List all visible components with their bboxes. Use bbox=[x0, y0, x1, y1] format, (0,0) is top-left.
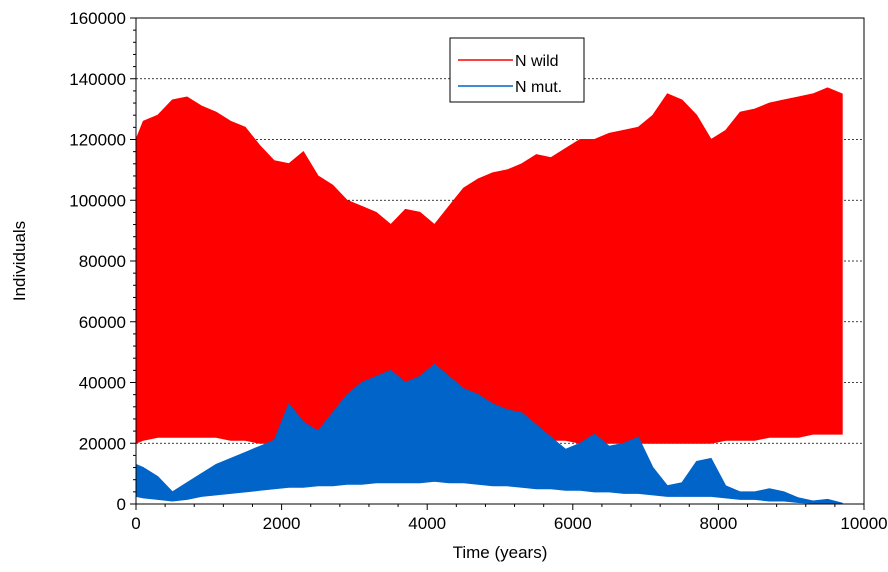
x-axis: 0 2000 4000 6000 8000 10000 bbox=[131, 504, 888, 533]
x-tick-label: 0 bbox=[131, 514, 140, 533]
y-tick-label: 100000 bbox=[69, 191, 126, 210]
series-layer bbox=[135, 87, 843, 505]
y-axis: 0 20000 40000 60000 80000 100000 120000 140000 1… bbox=[69, 9, 136, 514]
legend-box bbox=[449, 37, 585, 103]
y-tick-label: 160000 bbox=[69, 9, 126, 28]
legend-label-n-wild: N wild bbox=[515, 53, 559, 70]
y-tick-label: 20000 bbox=[79, 434, 126, 453]
y-tick-label: 120000 bbox=[69, 131, 126, 150]
series-area-n-wild bbox=[135, 87, 843, 445]
legend-label-n-mut: N mut. bbox=[515, 79, 562, 96]
y-tick-label: 80000 bbox=[79, 252, 126, 271]
y-tick-label: 0 bbox=[117, 495, 126, 514]
legend: N wild N mut. bbox=[449, 37, 585, 103]
x-tick-label: 10000 bbox=[840, 514, 887, 533]
x-tick-label: 6000 bbox=[554, 514, 592, 533]
y-axis-label: Individuals bbox=[10, 221, 29, 301]
x-tick-label: 2000 bbox=[263, 514, 301, 533]
x-axis-label: Time (years) bbox=[453, 543, 548, 562]
y-tick-label: 60000 bbox=[79, 313, 126, 332]
x-tick-label: 4000 bbox=[408, 514, 446, 533]
y-tick-label: 140000 bbox=[69, 70, 126, 89]
x-tick-label: 8000 bbox=[699, 514, 737, 533]
y-tick-label: 40000 bbox=[79, 374, 126, 393]
